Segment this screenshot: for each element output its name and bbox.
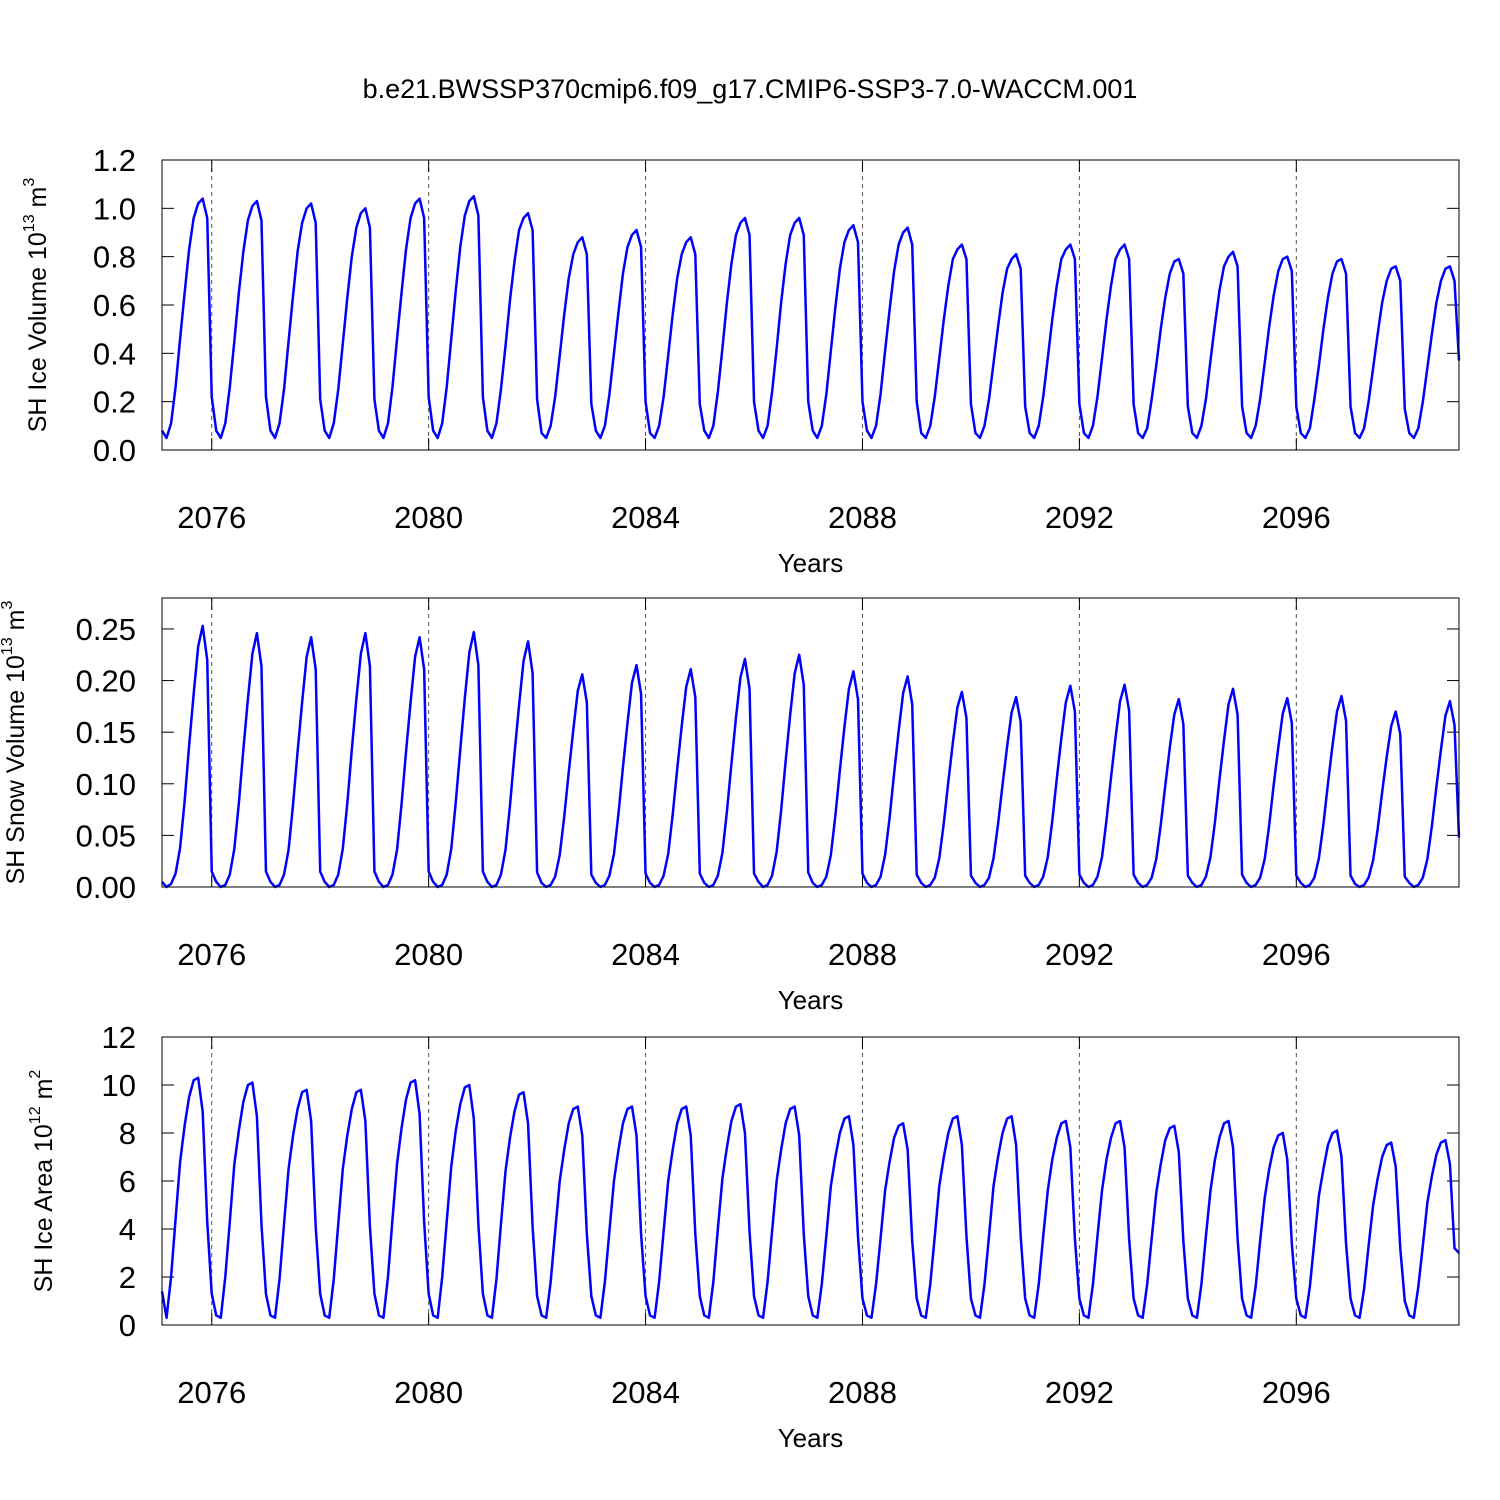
- y-axis-label-part: m: [30, 1079, 58, 1107]
- y-axis-label-part: SH Ice Volume 10: [24, 232, 52, 432]
- plot-frame: [161, 159, 1460, 451]
- y-tick-label: 10: [102, 1068, 136, 1103]
- x-tick-label: 2080: [394, 937, 463, 972]
- y-tick-label: 1.0: [93, 191, 136, 226]
- x-tick-label: 2092: [1045, 500, 1114, 535]
- y-tick-label: 0.6: [93, 288, 136, 323]
- y-axis-label-part: m: [24, 187, 52, 215]
- y-tick-label: 0.8: [93, 240, 136, 275]
- x-tick-label: 2088: [828, 1375, 897, 1410]
- x-axis-label: Years: [778, 548, 844, 578]
- y-axis-label-exponent: 12: [27, 1106, 44, 1124]
- y-tick-label: 0.15: [76, 715, 136, 750]
- y-tick-label: 0.25: [76, 612, 136, 647]
- y-axis-label-exponent: 13: [0, 637, 16, 655]
- y-tick-label: 12: [102, 1020, 136, 1055]
- x-tick-label: 2096: [1262, 937, 1331, 972]
- y-tick-label: 4: [119, 1212, 136, 1247]
- y-tick-label: 0.4: [93, 336, 136, 371]
- x-tick-label: 2084: [611, 1375, 680, 1410]
- y-tick-label: 0.20: [76, 664, 136, 699]
- y-tick-label: 0.10: [76, 767, 136, 802]
- plot-frame: [161, 1036, 1460, 1326]
- x-tick-label: 2096: [1262, 1375, 1331, 1410]
- x-tick-label: 2088: [828, 500, 897, 535]
- y-tick-label: 1.2: [93, 143, 136, 178]
- y-tick-label: 0.0: [93, 433, 136, 468]
- data-line: [160, 195, 1461, 440]
- y-axis-label-exponent: 2: [27, 1070, 44, 1079]
- y-tick-label: 0.05: [76, 818, 136, 853]
- y-axis-label-part: m: [2, 610, 30, 638]
- chart-title: b.e21.BWSSP370cmip6.f09_g17.CMIP6-SSP3-7…: [363, 74, 1138, 104]
- x-tick-label: 2076: [177, 1375, 246, 1410]
- x-tick-label: 2076: [177, 937, 246, 972]
- y-axis-label: SH Snow Volume 1013 m3: [0, 601, 30, 885]
- x-tick-label: 2092: [1045, 1375, 1114, 1410]
- x-tick-label: 2096: [1262, 500, 1331, 535]
- x-axis-label: Years: [778, 985, 844, 1015]
- x-axis-label: Years: [778, 1423, 844, 1453]
- y-tick-label: 0.2: [93, 385, 136, 420]
- y-tick-label: 8: [119, 1116, 136, 1151]
- y-tick-label: 6: [119, 1164, 136, 1199]
- y-tick-label: 0.00: [76, 870, 136, 905]
- y-axis-label-part: SH Snow Volume 10: [2, 655, 30, 884]
- x-tick-label: 2084: [611, 937, 680, 972]
- data-line: [160, 1076, 1460, 1320]
- x-tick-label: 2088: [828, 937, 897, 972]
- y-axis-label-part: SH Ice Area 10: [30, 1124, 58, 1292]
- y-axis-label-exponent: 3: [0, 601, 16, 610]
- y-tick-label: 2: [119, 1260, 136, 1295]
- y-tick-label: 0: [119, 1308, 136, 1343]
- x-tick-label: 2076: [177, 500, 246, 535]
- x-tick-label: 2080: [394, 1375, 463, 1410]
- y-axis-label: SH Ice Volume 1013 m3: [21, 178, 52, 433]
- y-axis-label-exponent: 13: [21, 214, 38, 232]
- plot-frame: [161, 597, 1460, 888]
- data-line: [161, 624, 1461, 889]
- x-tick-label: 2080: [394, 500, 463, 535]
- y-axis-label-exponent: 3: [21, 178, 38, 187]
- y-axis-label: SH Ice Area 1012 m2: [27, 1070, 58, 1293]
- x-tick-label: 2092: [1045, 937, 1114, 972]
- x-tick-label: 2084: [611, 500, 680, 535]
